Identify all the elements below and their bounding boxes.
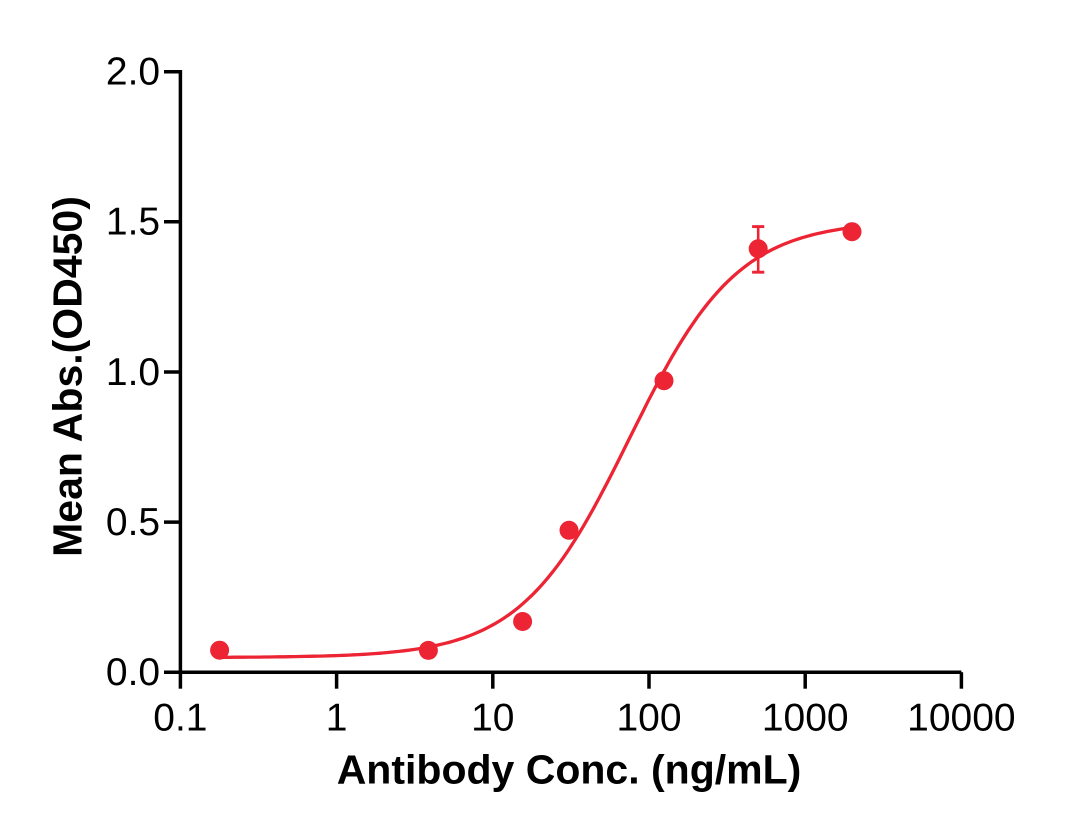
svg-text:0.5: 0.5: [106, 501, 160, 544]
svg-text:Mean Abs.(OD450): Mean Abs.(OD450): [45, 196, 91, 557]
svg-text:1.0: 1.0: [106, 351, 160, 394]
svg-text:0.0: 0.0: [106, 651, 160, 694]
svg-text:10: 10: [471, 697, 514, 740]
svg-text:1.5: 1.5: [106, 201, 160, 244]
svg-text:Antibody Conc. (ng/mL): Antibody Conc. (ng/mL): [337, 747, 802, 793]
svg-text:1: 1: [326, 697, 348, 740]
svg-text:10000: 10000: [907, 697, 1015, 740]
svg-text:0.1: 0.1: [153, 697, 207, 740]
svg-text:100: 100: [616, 697, 681, 740]
svg-text:2.0: 2.0: [106, 51, 160, 94]
svg-text:1000: 1000: [762, 697, 849, 740]
